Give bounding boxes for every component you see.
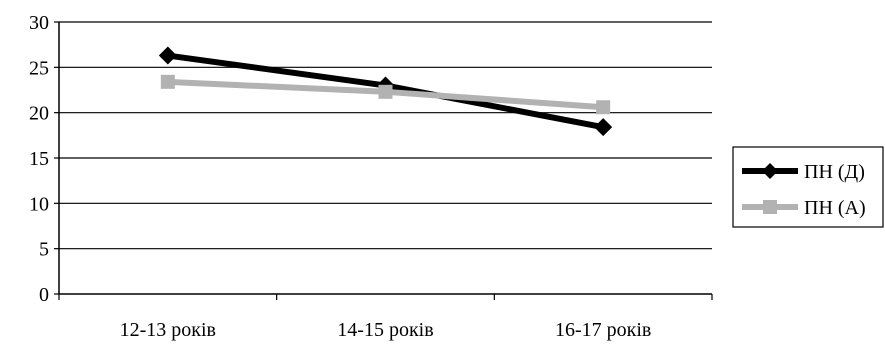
- y-tick-label-2: 10: [29, 193, 49, 215]
- data-point-s2-1: [160, 74, 175, 89]
- y-tick-label-6: 30: [29, 12, 49, 34]
- y-tick-label-3: 15: [29, 148, 49, 170]
- x-tick-label-0: 12-13 років: [120, 319, 216, 341]
- y-tick-label-0: 0: [39, 284, 49, 306]
- y-tick-group: 0 5 10 15 20 25 30: [29, 12, 59, 306]
- x-tick-group: 12-13 років 14-15 років 16-17 років: [58, 294, 713, 341]
- legend-label-1: ПН (Д): [804, 161, 865, 183]
- data-point-s2-2: [378, 84, 393, 99]
- legend-swatch-marker-1: [762, 163, 778, 179]
- y-tick-label-5: 25: [29, 57, 49, 79]
- legend-label-2: ПН (А): [804, 197, 866, 219]
- gridlines: [59, 21, 712, 250]
- legend: ПН (Д) ПН (А): [732, 146, 884, 228]
- data-point-s1-3: [594, 118, 613, 137]
- legend-swatch-marker-2: [763, 200, 777, 214]
- y-tick-label-4: 20: [29, 103, 49, 125]
- data-point-s2-3: [596, 100, 611, 115]
- legend-entry-2: ПН (А): [742, 197, 866, 219]
- x-tick-label-2: 16-17 років: [555, 319, 651, 341]
- data-point-s1-1: [158, 46, 177, 65]
- series-group: [158, 46, 613, 137]
- legend-box: [732, 146, 884, 228]
- legend-entry-1: ПН (Д): [742, 161, 865, 183]
- x-tick-label-1: 14-15 років: [337, 319, 433, 341]
- y-tick-label-1: 5: [39, 239, 49, 261]
